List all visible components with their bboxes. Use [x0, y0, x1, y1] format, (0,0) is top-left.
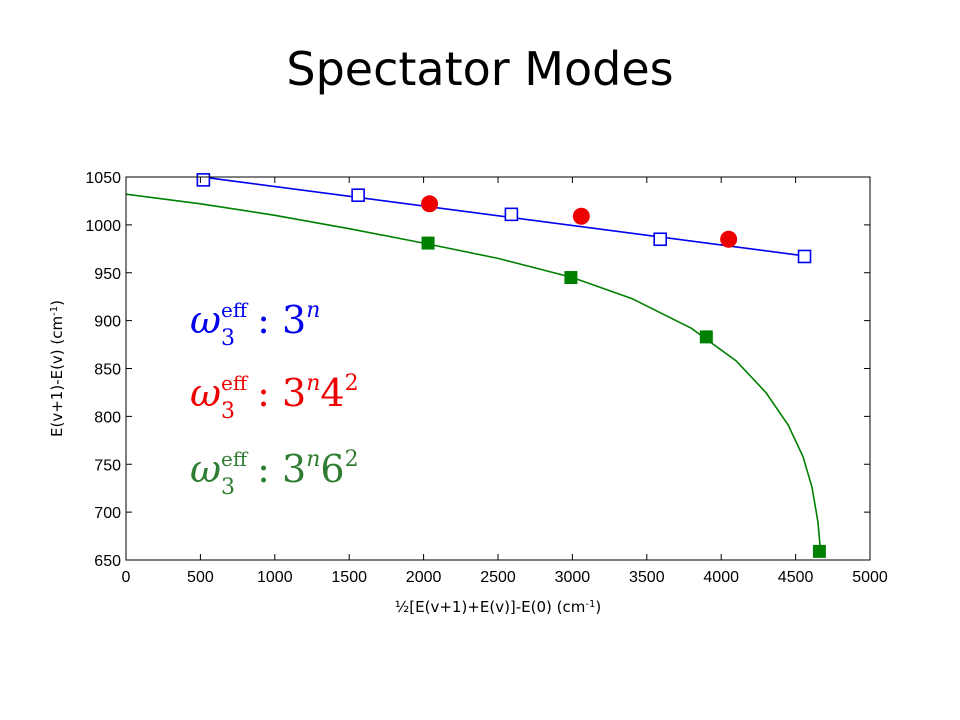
y-tick-label: 950 — [94, 266, 121, 283]
x-tick-label: 5000 — [852, 569, 888, 586]
x-tick-label: 500 — [187, 569, 214, 586]
legend-entry-1: ωeff 3 : 3n — [190, 298, 320, 351]
marker-series-2-point-1 — [421, 195, 439, 213]
fit-line-series-3 — [125, 193, 822, 556]
y-axis-label: E(v+1)-E(v) (cm-1) — [48, 300, 66, 437]
plot-area — [125, 173, 826, 558]
marker-series-3-point-3 — [699, 330, 713, 344]
x-axis-label: ½[E(v+1)+E(v)]-E(0) (cm-1) — [395, 598, 602, 616]
marker-series-1-point-1 — [196, 173, 211, 187]
legend-entry-2: ωeff 3 : 3n42 — [190, 371, 359, 424]
x-tick-label: 2500 — [480, 569, 516, 586]
marker-series-3-point-1 — [421, 236, 435, 250]
y-tick-label: 650 — [94, 553, 121, 570]
y-tick-label: 900 — [94, 314, 121, 331]
x-tick-label: 4000 — [703, 569, 739, 586]
marker-series-2-point-3 — [720, 230, 738, 248]
y-tick-label: 1050 — [85, 170, 121, 187]
marker-series-1-point-3 — [504, 207, 519, 222]
x-tick-label: 2000 — [406, 569, 442, 586]
legend-entry-3: ωeff 3 : 3n62 — [190, 447, 359, 500]
legend: ωeff 3 : 3n ωeff 3 : 3n42 ωeff 3 : 3n62 — [190, 298, 359, 500]
marker-series-3-point-4 — [812, 544, 826, 558]
x-tick-label: 1000 — [257, 569, 293, 586]
y-tick-label: 750 — [94, 457, 121, 474]
marker-series-1-point-2 — [351, 188, 365, 202]
x-tick-label: 1500 — [331, 569, 367, 586]
marker-series-3-point-2 — [564, 271, 578, 285]
marker-series-1-point-5 — [797, 249, 812, 264]
axes: 0 500 1000 1500 2000 2500 3000 3500 4000 4500 5000… — [48, 170, 888, 616]
plot-frame — [125, 176, 871, 561]
fit-line-series-1 — [203, 176, 805, 257]
y-tick-label: 800 — [94, 409, 121, 426]
x-tick-label: 4500 — [778, 569, 814, 586]
x-tick-label: 3500 — [629, 569, 665, 586]
x-tick-label: 3000 — [555, 569, 591, 586]
y-tick-label: 700 — [94, 505, 121, 522]
marker-series-1-point-4 — [653, 232, 667, 247]
slide-title: Spectator Modes — [286, 42, 674, 96]
marker-series-2-point-2 — [572, 207, 590, 225]
y-tick-label: 1000 — [85, 218, 121, 235]
x-tick-label: 0 — [122, 569, 131, 586]
y-tick-label: 850 — [94, 362, 121, 379]
